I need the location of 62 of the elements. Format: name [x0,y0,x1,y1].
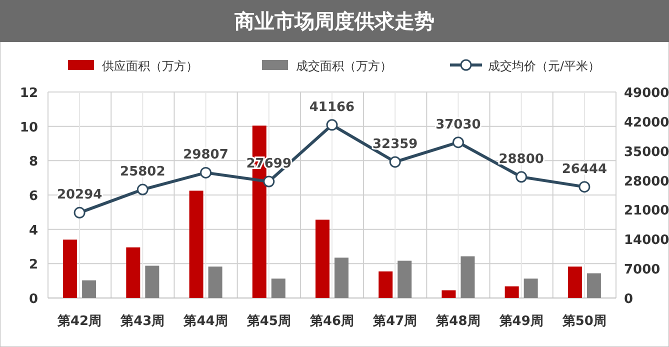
data-label: 41166 [309,100,355,115]
bar [524,278,538,298]
bar [504,286,519,298]
x-tick-label: 第45周 [246,314,291,329]
bar [568,266,582,298]
data-label: 28800 [498,152,544,167]
bar [63,240,78,298]
bar [398,260,412,298]
data-label: 25802 [120,164,166,180]
bar [189,190,204,298]
y2-tick-label: 28000 [624,174,669,190]
point [326,119,338,131]
x-tick-label: 第44周 [182,314,228,329]
y-tick-label: 2 [28,258,38,273]
bar [442,290,456,298]
data-label: 26444 [562,162,608,177]
legend-label: 成交均价（元/平米） [488,59,600,73]
point [578,181,590,193]
point [136,184,148,196]
bar [208,266,222,298]
x-tick-label: 第46周 [308,314,354,329]
point [263,176,275,188]
y2-tick-label: 0 [624,292,634,307]
bar [378,271,393,298]
x-tick-label: 第49周 [498,314,544,329]
y2-tick-label: 42000 [624,115,669,130]
y-tick-label: 4 [28,223,38,238]
bar [316,220,330,298]
data-label: 20294 [56,188,102,203]
x-tick-label: 第42周 [56,314,102,329]
data-label: 32359 [372,136,418,152]
legend-label: 供应面积（万方） [102,59,198,73]
bar [334,258,348,298]
y2-tick-label: 49000 [624,86,669,101]
x-tick-label: 第48周 [435,314,480,329]
y-tick-label: 6 [28,189,38,204]
y2-tick-label: 14000 [624,233,669,248]
bar [586,273,601,298]
point [516,171,528,183]
y2-tick-label: 21000 [624,204,669,219]
point [452,136,464,148]
data-label: 29807 [183,148,228,163]
y-tick-label: 0 [28,292,38,307]
y2-tick-label: 35000 [624,144,669,160]
y-tick-label: 8 [28,154,38,170]
bar [271,278,286,298]
bar [82,280,96,298]
bar [126,247,140,298]
data-label: 37030 [436,117,481,132]
y-tick-label: 10 [20,120,38,136]
x-tick-label: 第50周 [561,314,606,329]
y2-tick-label: 7000 [624,262,660,278]
x-tick-label: 第47周 [372,314,418,329]
bar [460,256,475,298]
bar [145,266,160,298]
legend-label: 成交面积（万方） [296,59,392,73]
y-tick-label: 12 [20,86,38,101]
chart-title: 商业市场周度供求走势 [234,9,434,33]
point [74,206,86,218]
point [200,166,212,178]
x-tick-label: 第43周 [120,314,165,329]
point [389,156,401,168]
